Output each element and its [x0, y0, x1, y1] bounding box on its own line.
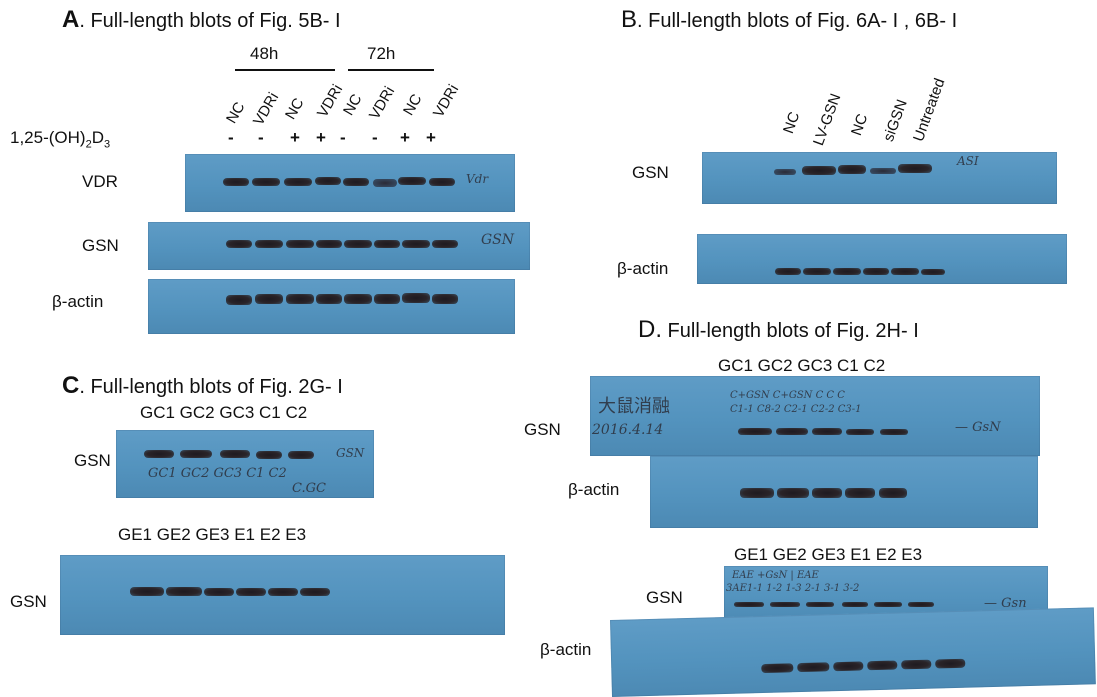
lane-b-2: LV-GSN: [810, 91, 845, 148]
row-actin-b-label: β-actin: [617, 259, 669, 278]
blot-a-actin: [148, 279, 515, 334]
row-gsn-d2-label: GSN: [646, 588, 683, 607]
blot-a-vdr: Vdr: [185, 154, 515, 212]
row-actin-d1-label: β-actin: [568, 480, 620, 499]
group-48h-bar: [235, 69, 335, 71]
hand-gsn-a: GSN: [481, 232, 515, 248]
hand-b-top: ASI: [957, 154, 979, 168]
hand-c1-lanes: GC1 GC2 GC3 C1 C2: [148, 466, 287, 481]
panel-c-title: C. Full-length blots of Fig. 2G- I: [62, 372, 343, 400]
sign-8: +: [426, 128, 436, 147]
hand-d2-lanes: EAE +GsN | EAE: [732, 570, 819, 581]
blot-b-actin: [697, 234, 1067, 284]
lane-a-5: NC: [340, 91, 366, 119]
hand-d1-date: 2016.4.14: [592, 422, 664, 438]
hand-vdr: Vdr: [466, 172, 489, 186]
panel-d-header2: GE1 GE2 GE3 E1 E2 E3: [734, 545, 923, 564]
lane-b-3: NC: [848, 111, 872, 138]
treatment-label: 1,25-(OH)2D3: [10, 128, 111, 151]
panel-b-letter: B: [621, 6, 638, 33]
row-gsn-d1-label: GSN: [524, 420, 561, 439]
panel-b-title: B. Full-length blots of Fig. 6A- I , 6B-…: [621, 6, 957, 34]
lane-a-6: VDRi: [366, 83, 399, 123]
row-actin-a-label: β-actin: [52, 292, 104, 311]
panel-c-header2: GE1 GE2 GE3 E1 E2 E3: [118, 525, 307, 544]
lane-b-5: Untreated: [910, 76, 949, 144]
hand-d2-sub: 3AE1-1 1-2 1-3 2-1 3-1 3-2: [726, 583, 860, 594]
lane-a-2: VDRi: [250, 89, 283, 129]
panel-a-title: A. Full-length blots of Fig. 5B- I: [62, 6, 341, 34]
panel-c-letter: C: [62, 372, 80, 399]
sign-5: -: [340, 128, 346, 147]
sign-3: +: [290, 128, 300, 147]
group-72h-bar: [348, 69, 434, 71]
row-gsn-a-label: GSN: [82, 236, 119, 255]
hand-c1-sub: C.GC: [292, 481, 326, 496]
blot-b-gsn: ASI: [702, 152, 1057, 204]
panel-c-header1: GC1 GC2 GC3 C1 C2: [140, 403, 308, 422]
lane-a-3: NC: [282, 95, 308, 123]
row-actin-d2-label: β-actin: [540, 640, 592, 659]
hand-d1-sub: C1-1 C8-2 C2-1 C2-2 C3-1: [730, 404, 862, 415]
panel-c-title-text: . Full-length blots of Fig. 2G- I: [79, 376, 343, 398]
lane-a-4: VDRi: [314, 81, 347, 121]
row-gsn-b-label: GSN: [632, 163, 669, 182]
hand-d1-chars: 大鼠消融: [598, 396, 670, 417]
row-vdr-label: VDR: [82, 172, 118, 191]
blot-c1-gsn: GC1 GC2 GC3 C1 C2 C.GC GSN: [116, 430, 374, 498]
row-gsn-c1-label: GSN: [74, 451, 111, 470]
blot-d1-actin: [650, 456, 1038, 528]
lane-b-1: NC: [780, 109, 804, 136]
hand-d1-gsn: — GsN: [955, 420, 1001, 435]
group-48h-label: 48h: [250, 44, 279, 63]
hand-c1-gsn: GSN: [336, 446, 365, 460]
lane-a-7: NC: [400, 91, 426, 119]
blot-c2-gsn: [60, 555, 505, 635]
panel-b-title-text: . Full-length blots of Fig. 6A- I , 6B- …: [637, 10, 958, 32]
sign-6: -: [372, 128, 378, 147]
lane-a-1: NC: [223, 99, 249, 127]
panel-d-header1: GC1 GC2 GC3 C1 C2: [718, 356, 886, 375]
panel-d-title-text: Full-length blots of Fig. 2H- I: [662, 320, 919, 342]
sign-1: -: [228, 128, 234, 147]
sign-2: -: [258, 128, 264, 147]
lane-a-8: VDRi: [430, 81, 463, 121]
blot-d2-actin: [610, 607, 1096, 697]
blot-a-gsn: GSN: [148, 222, 530, 270]
group-72h-label: 72h: [367, 44, 396, 63]
panel-d-letter: D.: [638, 316, 662, 343]
sign-7: +: [400, 128, 410, 147]
panel-d-title: D. Full-length blots of Fig. 2H- I: [638, 316, 919, 344]
sign-4: +: [316, 128, 326, 147]
row-gsn-c2-label: GSN: [10, 592, 47, 611]
panel-a-letter: A: [62, 6, 80, 33]
panel-a-title-text: . Full-length blots of Fig. 5B- I: [79, 10, 341, 32]
hand-d1-lanes: C+GSN C+GSN C C C: [730, 390, 845, 401]
hand-d2-gsn: — Gsn: [984, 596, 1027, 611]
lane-b-4: siGSN: [880, 97, 911, 144]
blot-d1-gsn: 大鼠消融 2016.4.14 C+GSN C+GSN C C C C1-1 C8…: [590, 376, 1040, 456]
